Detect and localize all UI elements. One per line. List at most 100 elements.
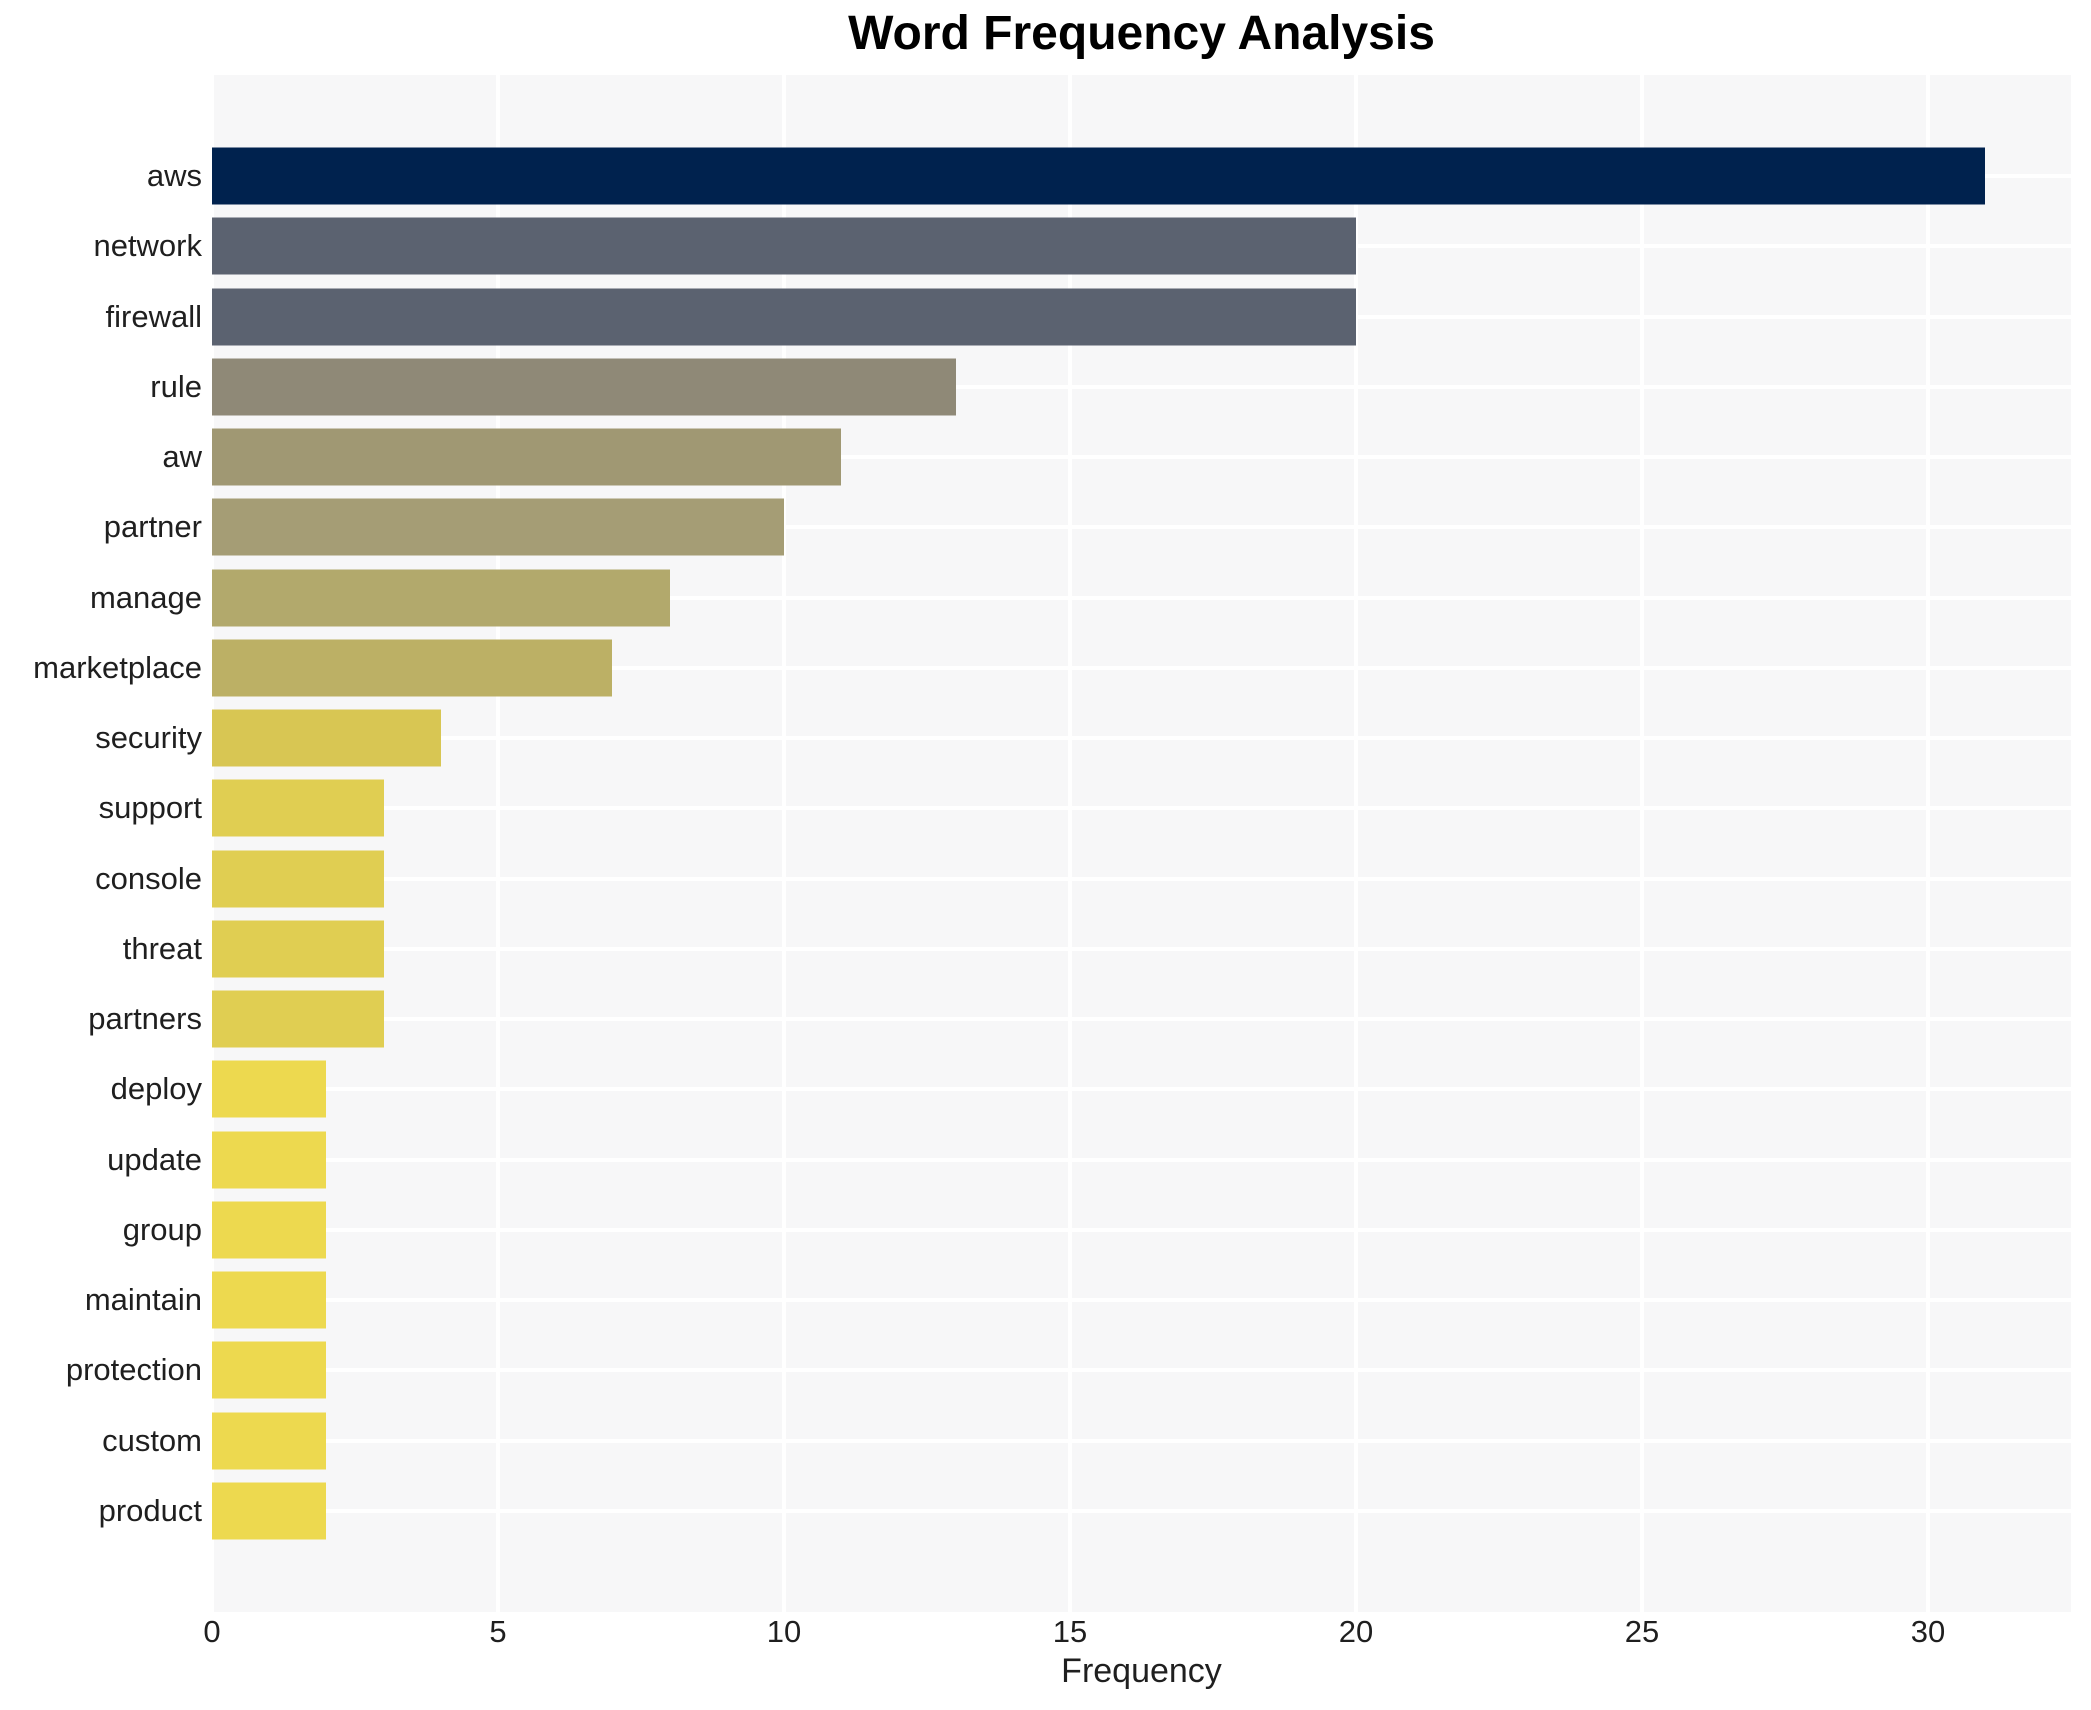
frequency-bar bbox=[212, 990, 384, 1048]
bar-row: firewall bbox=[0, 282, 2071, 352]
bar-row: support bbox=[0, 773, 2071, 843]
bar-rows: aws network firewall rule aw partner manage mar… bbox=[0, 141, 2071, 1546]
frequency-bar bbox=[212, 288, 1356, 346]
category-label: console bbox=[95, 860, 202, 896]
frequency-bar bbox=[212, 920, 384, 978]
bar-row: console bbox=[0, 844, 2071, 914]
bar-track bbox=[212, 1335, 2071, 1405]
x-axis-ticks: 0 5 10 15 20 25 30 bbox=[203, 1614, 2071, 1656]
category-label: manage bbox=[89, 579, 202, 615]
bar-track bbox=[212, 984, 2071, 1054]
frequency-bar bbox=[212, 569, 670, 627]
category-label: custom bbox=[102, 1422, 202, 1458]
bar-track bbox=[212, 633, 2071, 703]
bar-track bbox=[212, 282, 2071, 352]
bar-track bbox=[212, 563, 2071, 633]
frequency-bar bbox=[212, 709, 441, 767]
vertical-gridline bbox=[1068, 75, 1072, 1612]
bar-track bbox=[212, 422, 2071, 492]
bar-track bbox=[212, 914, 2071, 984]
category-label: deploy bbox=[110, 1071, 202, 1107]
horizontal-gridline bbox=[212, 665, 2071, 670]
frequency-bar bbox=[212, 147, 1986, 205]
vertical-gridline bbox=[1354, 75, 1358, 1612]
horizontal-gridline bbox=[212, 384, 2071, 389]
category-label: threat bbox=[122, 930, 202, 966]
vertical-gridline bbox=[496, 75, 500, 1612]
bar-track bbox=[212, 1054, 2071, 1124]
x-tick-label: 20 bbox=[1338, 1614, 1374, 1649]
bar-row: update bbox=[0, 1125, 2071, 1195]
bar-row: partner bbox=[0, 492, 2071, 562]
horizontal-gridline bbox=[212, 806, 2071, 811]
x-tick-label: 10 bbox=[766, 1614, 802, 1649]
category-label: security bbox=[95, 720, 202, 756]
bar-row: deploy bbox=[0, 1054, 2071, 1124]
bar-row: manage bbox=[0, 563, 2071, 633]
bar-track bbox=[212, 1195, 2071, 1265]
bar-row: product bbox=[0, 1476, 2071, 1546]
bar-row: custom bbox=[0, 1406, 2071, 1476]
horizontal-gridline bbox=[212, 1227, 2071, 1232]
horizontal-gridline bbox=[212, 876, 2071, 881]
bar-track bbox=[212, 703, 2071, 773]
horizontal-gridline bbox=[212, 1438, 2071, 1443]
horizontal-gridline bbox=[212, 1087, 2071, 1092]
bar-row: marketplace bbox=[0, 633, 2071, 703]
x-axis-label: Frequency bbox=[1061, 1652, 1222, 1690]
frequency-bar bbox=[212, 779, 384, 837]
category-label: product bbox=[98, 1492, 202, 1528]
vertical-gridline bbox=[782, 75, 786, 1612]
x-tick-label: 30 bbox=[1910, 1614, 1946, 1649]
bar-row: partners bbox=[0, 984, 2071, 1054]
category-label: update bbox=[107, 1141, 202, 1177]
category-label: rule bbox=[150, 368, 202, 404]
horizontal-gridline bbox=[212, 1298, 2071, 1303]
bar-row: aws bbox=[0, 141, 2071, 211]
bar-track bbox=[212, 1265, 2071, 1335]
horizontal-gridline bbox=[212, 1368, 2071, 1373]
category-label: aw bbox=[162, 439, 202, 475]
bar-row: maintain bbox=[0, 1265, 2071, 1335]
horizontal-gridline bbox=[212, 1017, 2071, 1022]
horizontal-gridline bbox=[212, 455, 2071, 460]
category-label: partner bbox=[103, 509, 202, 545]
category-label: group bbox=[122, 1211, 202, 1247]
category-label: support bbox=[98, 790, 202, 826]
category-label: aws bbox=[146, 158, 202, 194]
bar-row: threat bbox=[0, 914, 2071, 984]
frequency-bar bbox=[212, 1131, 327, 1189]
vertical-gridline bbox=[1926, 75, 1930, 1612]
category-label: partners bbox=[88, 1001, 202, 1037]
x-tick-label: 15 bbox=[1052, 1614, 1088, 1649]
vertical-gridline bbox=[210, 75, 214, 1612]
bar-track bbox=[212, 844, 2071, 914]
vertical-gridline bbox=[1640, 75, 1644, 1612]
horizontal-gridline bbox=[212, 1508, 2071, 1513]
x-tick-label: 0 bbox=[203, 1614, 221, 1649]
frequency-bar bbox=[212, 639, 613, 697]
frequency-bar bbox=[212, 1201, 327, 1259]
frequency-bar bbox=[212, 1341, 327, 1399]
category-label: marketplace bbox=[33, 649, 202, 685]
horizontal-gridline bbox=[212, 736, 2071, 741]
category-label: maintain bbox=[84, 1282, 202, 1318]
bar-track bbox=[212, 1125, 2071, 1195]
horizontal-gridline bbox=[212, 595, 2071, 600]
frequency-bar bbox=[212, 1482, 327, 1540]
frequency-bar bbox=[212, 1060, 327, 1118]
bar-row: security bbox=[0, 703, 2071, 773]
frequency-bar bbox=[212, 498, 784, 556]
bar-row: group bbox=[0, 1195, 2071, 1265]
category-label: protection bbox=[65, 1352, 202, 1388]
horizontal-gridline bbox=[212, 525, 2071, 530]
x-tick-label: 5 bbox=[489, 1614, 507, 1649]
bar-track bbox=[212, 773, 2071, 843]
horizontal-gridline bbox=[212, 946, 2071, 951]
bar-track bbox=[212, 1476, 2071, 1546]
bar-row: protection bbox=[0, 1335, 2071, 1405]
category-label: firewall bbox=[105, 298, 202, 334]
frequency-bar bbox=[212, 850, 384, 908]
x-tick-label: 25 bbox=[1624, 1614, 1660, 1649]
